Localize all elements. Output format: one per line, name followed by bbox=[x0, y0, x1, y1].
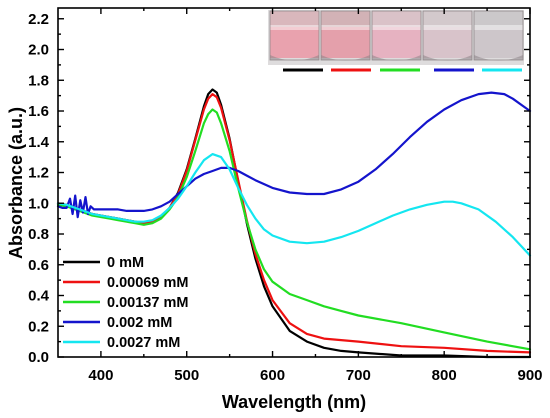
vial-bottom bbox=[474, 55, 523, 61]
y-tick-label: 1.2 bbox=[28, 165, 49, 182]
legend-label-0-0027-mm: 0.0027 mM bbox=[107, 335, 180, 351]
series-line-0-00137-mm bbox=[56, 108, 532, 351]
vial-liquid bbox=[270, 27, 319, 58]
y-tick-label: 1.0 bbox=[28, 195, 49, 212]
vial-outline bbox=[371, 10, 422, 61]
series-line-0-00069-mm bbox=[56, 92, 532, 354]
vial-bottom bbox=[423, 55, 472, 61]
x-tick-label: 900 bbox=[517, 367, 542, 384]
vial-glass-top bbox=[474, 11, 523, 27]
vial-outline bbox=[320, 10, 371, 61]
y-tick-label: 1.8 bbox=[28, 72, 49, 89]
vial-liquid bbox=[423, 27, 472, 58]
tick-labels: 400 500 600 700 800 900 0.0 0.2 0.4 0.6 0.8 1.0 1.2 1… bbox=[28, 11, 542, 384]
y-tick-label: 2.2 bbox=[28, 11, 49, 28]
y-tick-label: 0.6 bbox=[28, 257, 49, 274]
series-line-0-002-mm bbox=[56, 91, 532, 219]
vial-outline bbox=[422, 10, 473, 61]
x-tick-label: 800 bbox=[432, 367, 457, 384]
vial-meniscus bbox=[423, 25, 472, 30]
y-tick-label: 0.8 bbox=[28, 226, 49, 243]
plot-frame bbox=[57, 7, 531, 358]
x-tick-label: 400 bbox=[88, 367, 113, 384]
legend-label-0-002-mm: 0.002 mM bbox=[107, 315, 172, 331]
x-tick-label: 700 bbox=[346, 367, 371, 384]
vial-liquid bbox=[372, 27, 421, 58]
vial-glass-top bbox=[423, 11, 472, 27]
x-axis-title: Wavelength (nm) bbox=[222, 392, 366, 412]
vial-4 bbox=[422, 10, 473, 61]
y-tick-label: 1.6 bbox=[28, 103, 49, 120]
y-tick-label: 2.0 bbox=[28, 42, 49, 59]
y-tick-label: 0.4 bbox=[28, 288, 50, 305]
y-axis-title: Absorbance (a.u.) bbox=[6, 107, 26, 259]
vial-meniscus bbox=[270, 25, 319, 30]
y-tick-label: 0.0 bbox=[28, 349, 49, 366]
inset-vials-photo bbox=[268, 10, 524, 65]
series-lines bbox=[56, 88, 532, 359]
vial-2 bbox=[320, 10, 371, 61]
vial-1 bbox=[269, 10, 320, 61]
vial-meniscus bbox=[474, 25, 523, 30]
vial-bottom bbox=[372, 55, 421, 61]
vial-glass-top bbox=[372, 11, 421, 27]
legend-label-0-mm: 0 mM bbox=[107, 255, 144, 271]
vial-5 bbox=[473, 10, 524, 61]
legend: 0 mM 0.00069 mM 0.00137 mM 0.002 mM 0.00… bbox=[63, 255, 188, 351]
vial-bottom bbox=[270, 55, 319, 61]
vial-liquid bbox=[474, 27, 523, 58]
vial-3 bbox=[371, 10, 422, 61]
vial-outline bbox=[473, 10, 524, 61]
y-tick-label: 0.2 bbox=[28, 318, 49, 335]
vial-liquid bbox=[321, 27, 370, 58]
vial-meniscus bbox=[321, 25, 370, 30]
legend-label-0-00069-mm: 0.00069 mM bbox=[107, 275, 188, 291]
vial-outline bbox=[269, 10, 320, 61]
vial-meniscus bbox=[372, 25, 421, 30]
vial-glass-top bbox=[270, 11, 319, 27]
x-tick-label: 600 bbox=[260, 367, 285, 384]
legend-label-0-00137-mm: 0.00137 mM bbox=[107, 295, 188, 311]
y-tick-label: 1.4 bbox=[28, 134, 50, 151]
x-tick-label: 500 bbox=[174, 367, 199, 384]
vial-glass-top bbox=[321, 11, 370, 27]
vial-bottom bbox=[321, 55, 370, 61]
series-line-0-0027-mm bbox=[56, 153, 532, 257]
